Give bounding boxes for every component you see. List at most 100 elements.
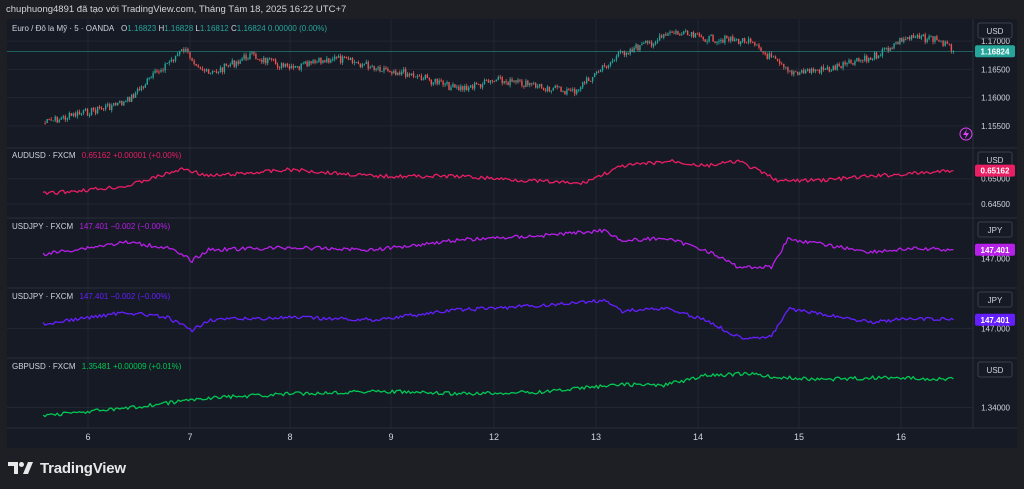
- candle-body: [442, 81, 444, 85]
- candle-body: [591, 77, 594, 82]
- candle-body: [785, 67, 787, 69]
- candle-body: [533, 83, 535, 85]
- candle-body: [764, 52, 766, 55]
- candle-body: [866, 55, 868, 62]
- candle-body: [146, 78, 148, 85]
- candle-body: [578, 89, 580, 91]
- candle-body: [426, 74, 429, 79]
- candle-body: [401, 71, 403, 75]
- candle-body: [698, 33, 701, 36]
- candle-body: [223, 63, 226, 73]
- candle-body: [493, 81, 496, 82]
- candle-body: [688, 35, 691, 37]
- candle-body: [209, 72, 212, 74]
- candle-body: [44, 122, 46, 124]
- candle-body: [587, 77, 590, 81]
- candle-body: [371, 66, 373, 68]
- candle-body: [322, 60, 324, 64]
- candle-body: [466, 85, 468, 91]
- pane-4-symbol: GBPUSD · FXCM: [12, 362, 76, 371]
- candle-body: [485, 80, 488, 82]
- lightning-glyph-icon: [963, 129, 969, 139]
- ohlc-c-label: C: [230, 24, 237, 33]
- currency-button[interactable]: [977, 221, 1013, 238]
- candle-body: [728, 38, 730, 41]
- pane-3-value: 147.401: [79, 292, 109, 301]
- candle-body: [772, 56, 775, 58]
- candle-body: [623, 51, 626, 56]
- y-tick-label: 147.000: [981, 254, 1010, 263]
- x-tick-label: 8: [287, 432, 292, 442]
- candle-body: [789, 70, 791, 72]
- candle-body: [768, 53, 771, 59]
- candle-body: [787, 67, 789, 72]
- alert-lightning-icon[interactable]: [959, 127, 973, 141]
- header-caption: chuphuong4891 đã tạo với TradingView.com…: [6, 4, 347, 15]
- last-value-label: 147.401: [981, 316, 1010, 325]
- candle-body: [365, 61, 367, 64]
- currency-button[interactable]: [977, 361, 1013, 378]
- series-line: [43, 158, 954, 195]
- x-tick-label: 16: [896, 432, 906, 442]
- candle-body: [810, 68, 813, 73]
- candle-body: [471, 85, 474, 89]
- tradingview-logo-icon: [8, 462, 33, 474]
- candle-body: [706, 41, 708, 43]
- candle-body: [391, 72, 393, 74]
- candle-body: [732, 36, 734, 42]
- ohlc-c-value: 1.16824: [236, 24, 266, 33]
- candle-body: [661, 35, 663, 38]
- tradingview-brand[interactable]: TradingView: [8, 458, 126, 478]
- candle-body: [745, 42, 748, 44]
- candle-body: [117, 102, 119, 106]
- candle-body: [499, 76, 501, 78]
- candle-body: [185, 48, 187, 52]
- candle-body: [714, 41, 716, 43]
- candle-body: [259, 59, 261, 61]
- candle-body: [503, 81, 505, 84]
- currency-button[interactable]: [977, 22, 1013, 39]
- candle-body: [609, 62, 612, 66]
- candle-body: [601, 65, 604, 71]
- candle-body: [832, 65, 834, 71]
- candle-body: [802, 70, 805, 74]
- candle-body: [940, 40, 942, 42]
- candle-body: [276, 64, 279, 68]
- candle-body: [121, 100, 123, 106]
- candle-body: [286, 63, 289, 67]
- candle-body: [914, 37, 917, 39]
- candle-body: [581, 82, 584, 88]
- candle-body: [438, 80, 440, 84]
- candle-body: [284, 63, 287, 67]
- candle-body: [357, 61, 360, 64]
- currency-button[interactable]: [977, 291, 1013, 308]
- candle-body: [207, 69, 210, 74]
- candle-body: [576, 89, 578, 94]
- candle-body: [347, 58, 350, 60]
- plot-area[interactable]: [7, 19, 1017, 448]
- candle-body: [804, 70, 807, 74]
- candle-body: [887, 47, 889, 51]
- candle-body: [830, 70, 832, 72]
- candle-body: [635, 44, 637, 48]
- candle-body: [304, 61, 306, 64]
- candle-body: [903, 38, 905, 42]
- candle-body: [387, 68, 389, 71]
- candle-body: [879, 55, 882, 57]
- candle-body: [814, 69, 817, 72]
- candle-body: [942, 40, 944, 46]
- candle-body: [125, 100, 127, 102]
- candle-body: [300, 63, 302, 70]
- candle-body: [119, 100, 121, 103]
- candle-body: [895, 42, 897, 44]
- candle-body: [481, 84, 484, 88]
- x-tick-label: 14: [693, 432, 703, 442]
- candle-body: [645, 40, 647, 44]
- candle-body: [760, 47, 762, 51]
- candle-body: [393, 70, 395, 74]
- candle-body: [631, 49, 633, 52]
- x-tick-label: 7: [187, 432, 192, 442]
- candle-body: [213, 70, 216, 72]
- candle-body: [211, 70, 214, 73]
